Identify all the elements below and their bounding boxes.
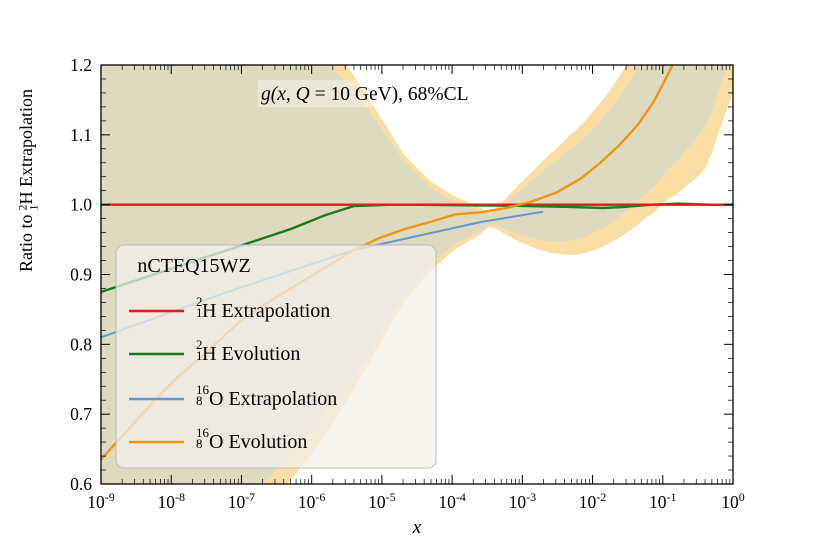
svg-text:10-6: 10-6 — [298, 490, 326, 512]
svg-text:8: 8 — [196, 393, 203, 408]
svg-text:H Evolution: H Evolution — [202, 343, 300, 365]
svg-text:O Evolution: O Evolution — [209, 431, 307, 453]
svg-text:10-2: 10-2 — [579, 490, 607, 512]
svg-text:1.2: 1.2 — [70, 55, 92, 75]
svg-text:0.9: 0.9 — [70, 265, 92, 285]
svg-text:g(x, Q = 10 GeV), 68%CL: g(x, Q = 10 GeV), 68%CL — [261, 84, 469, 105]
svg-text:10-8: 10-8 — [157, 490, 185, 512]
svg-text:10-7: 10-7 — [228, 490, 256, 512]
svg-text:O Extrapolation: O Extrapolation — [209, 388, 337, 410]
svg-text:x: x — [412, 517, 422, 538]
svg-text:8: 8 — [196, 436, 203, 451]
svg-text:0.6: 0.6 — [70, 474, 92, 494]
svg-text:1.1: 1.1 — [70, 125, 92, 145]
svg-text:H Extrapolation: H Extrapolation — [202, 300, 330, 322]
svg-text:10-3: 10-3 — [509, 490, 537, 512]
svg-text:H Extrapolation: H Extrapolation — [16, 89, 36, 204]
svg-text:10-5: 10-5 — [368, 490, 396, 512]
svg-text:0.7: 0.7 — [70, 404, 92, 424]
svg-text:10-1: 10-1 — [649, 490, 677, 512]
svg-text:10-4: 10-4 — [438, 490, 466, 512]
svg-text:1.0: 1.0 — [70, 195, 92, 215]
svg-text:nCTEQ15WZ: nCTEQ15WZ — [137, 255, 250, 277]
svg-text:0.8: 0.8 — [70, 334, 92, 354]
svg-text:Ratio to: Ratio to — [16, 215, 36, 273]
svg-text:100: 100 — [721, 490, 745, 512]
